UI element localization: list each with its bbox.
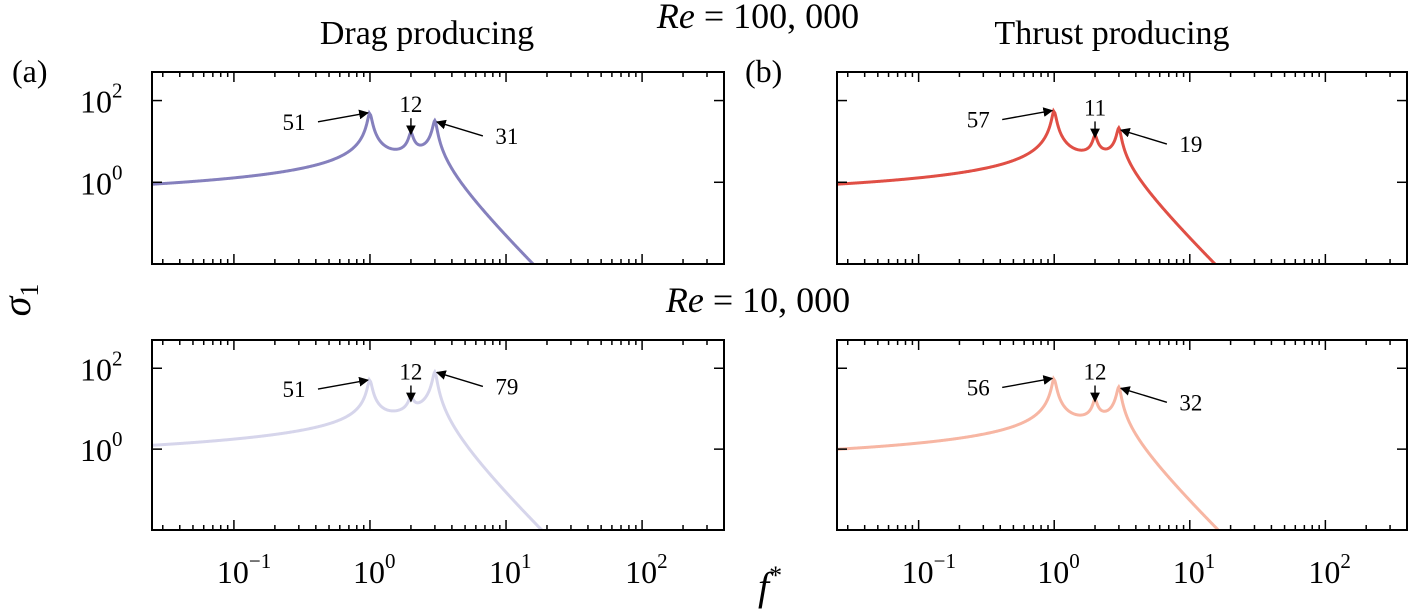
y-axis-label-symbol: σ [0, 295, 39, 316]
x-tick-label-base: 10 [353, 554, 385, 590]
y-tick-label-exponent: 0 [112, 427, 123, 451]
series-line-b-top [837, 107, 1218, 264]
x-tick-label: 100 [353, 549, 396, 590]
y-axis-label-subscript: 1 [15, 284, 44, 297]
peak-arrow [435, 370, 484, 388]
row-title-re-10000: Re = 10, 000 [665, 280, 850, 320]
peak-label: 51 [282, 110, 305, 135]
y-tick-label: 100 [80, 160, 123, 201]
y-tick-label-base: 10 [80, 84, 112, 120]
row-title-re-10000-symbol: Re [665, 280, 704, 320]
peak-arrow [317, 376, 369, 390]
x-axis-label-superscript: * [769, 561, 782, 590]
peak-label: 12 [399, 92, 422, 117]
y-tick-label-base: 10 [80, 432, 112, 468]
peak-arrow [1119, 127, 1168, 145]
peak-arrow [317, 109, 369, 123]
peak-arrow [1002, 375, 1054, 389]
x-tick-label-base: 10 [217, 554, 249, 590]
x-tick-label: 10−1 [217, 549, 271, 590]
peak-label: 32 [1179, 390, 1202, 415]
x-tick-label: 101 [489, 549, 532, 590]
x-tick-label-exponent: 0 [385, 549, 396, 573]
peak-label: 11 [1084, 95, 1106, 120]
x-tick-label-exponent: 0 [1069, 549, 1080, 573]
y-tick-label-exponent: 2 [112, 346, 123, 370]
plot-frame-b-bottom [836, 339, 1408, 531]
peak-label: 56 [967, 375, 990, 400]
plot-frame-a-bottom [151, 339, 725, 531]
row-title-re-10000-value: = 10, 000 [704, 280, 850, 320]
panel-label-b: (b) [745, 53, 782, 89]
x-axis-label: f* [758, 561, 782, 609]
x-tick-label-base: 10 [625, 554, 657, 590]
x-tick-label-exponent: 1 [521, 549, 532, 573]
peak-arrow [1002, 107, 1054, 121]
column-title-drag: Drag producing [320, 15, 534, 52]
peak-arrow [435, 119, 484, 137]
y-axis-label: σ1 [0, 284, 44, 317]
plot-frame-a-top [151, 71, 725, 265]
y-tick-label: 102 [80, 79, 123, 120]
peak-label: 12 [1084, 359, 1107, 384]
row-title-re-100000: Re = 100, 000 [656, 0, 859, 36]
x-tick-label-exponent: −1 [934, 549, 956, 573]
row-title-re-100000-value: = 100, 000 [695, 0, 859, 36]
row-title-re-100000-symbol: Re [656, 0, 695, 36]
peak-label: 12 [399, 359, 422, 384]
series-line-a-bottom [152, 368, 544, 530]
panel-b-top: 57 11 19 [836, 71, 1408, 265]
peak-label: 57 [967, 108, 990, 133]
peak-label: 79 [495, 374, 518, 399]
x-tick-label-exponent: 2 [1340, 549, 1351, 573]
x-tick-label-base: 10 [1173, 554, 1205, 590]
series-line-a-top [152, 109, 536, 264]
x-tick-label-exponent: 1 [1205, 549, 1216, 573]
x-tick-label-exponent: −1 [249, 549, 271, 573]
plot-frame-b-top [836, 71, 1408, 265]
y-tick-label: 102 [80, 346, 123, 387]
y-tick-label-exponent: 0 [112, 160, 123, 184]
x-tick-label: 100 [1037, 549, 1080, 590]
peak-label: 51 [282, 377, 305, 402]
peak-arrow [1119, 386, 1168, 403]
y-tick-label-base: 10 [80, 351, 112, 387]
x-tick-label-exponent: 2 [657, 549, 668, 573]
x-tick-label: 101 [1173, 549, 1216, 590]
x-tick-label: 102 [625, 549, 668, 590]
y-tick-label-base: 10 [80, 165, 112, 201]
x-tick-label: 10−1 [902, 549, 956, 590]
y-tick-label-exponent: 2 [112, 79, 123, 103]
column-title-thrust: Thrust producing [994, 15, 1229, 52]
panel-label-a: (a) [12, 53, 48, 89]
peak-label: 31 [495, 124, 518, 149]
x-tick-label-base: 10 [489, 554, 521, 590]
x-tick-label: 102 [1308, 549, 1351, 590]
x-tick-label-base: 10 [1037, 554, 1069, 590]
series-line-b-bottom [837, 375, 1221, 530]
peak-label: 19 [1179, 132, 1202, 157]
x-tick-label-base: 10 [1308, 554, 1340, 590]
x-tick-label-base: 10 [902, 554, 934, 590]
y-tick-label: 100 [80, 427, 123, 468]
